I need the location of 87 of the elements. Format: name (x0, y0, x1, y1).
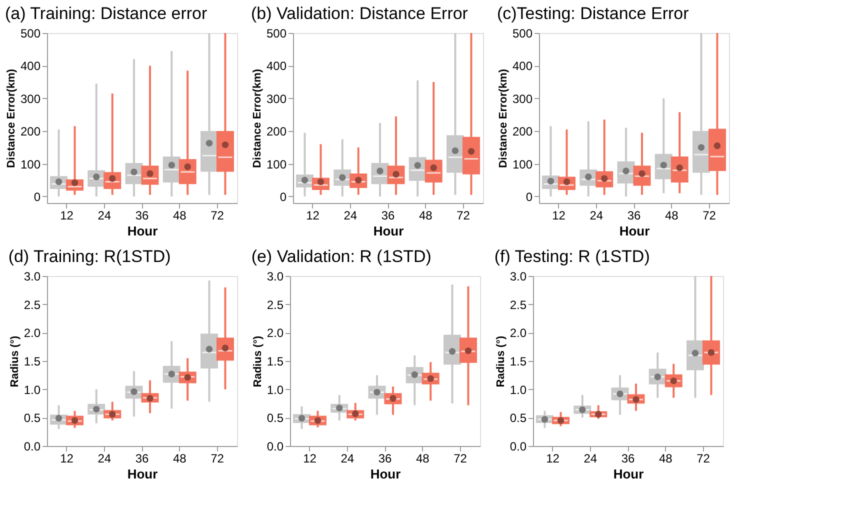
y-axis-title: Radius (°) (252, 335, 264, 388)
x-tick-label: 72 (456, 208, 470, 222)
y-tick-label: 400 (266, 59, 287, 74)
y-tick-label: 2.0 (266, 326, 284, 340)
y-tick-label: 3.0 (266, 270, 284, 284)
x-tick-label: 72 (696, 452, 710, 466)
y-tick-label: 500 (20, 26, 41, 40)
x-tick-label: 24 (584, 452, 598, 466)
x-tick-label: 12 (552, 208, 566, 222)
chart-title: (b) Validation: Distance Error (250, 4, 468, 23)
y-tick-label: 2.5 (24, 298, 41, 312)
x-tick-label: 48 (416, 452, 430, 466)
x-axis-title: Hour (613, 466, 644, 482)
y-tick-label: 2.0 (510, 326, 527, 340)
y-tick-label: 200 (266, 124, 287, 139)
y-axis-title: Distance Error(km) (497, 68, 510, 168)
y-tick-label: 2.5 (266, 298, 284, 312)
x-tick-label: 48 (658, 452, 673, 466)
x-tick-label: 36 (621, 452, 635, 466)
y-tick-label: 200 (512, 124, 533, 139)
x-tick-label: 72 (702, 208, 716, 222)
y-tick-label: 100 (266, 157, 287, 172)
y-tick-label: 100 (20, 157, 41, 172)
chart-title: (c)Testing: Distance Error (496, 4, 690, 23)
y-axis-title: Radius (°) (8, 335, 21, 388)
x-tick-label: 48 (418, 208, 433, 222)
x-tick-label: 12 (303, 452, 317, 466)
x-tick-label: 12 (546, 452, 560, 466)
chart-title: (f) Testing: R (1STD) (494, 247, 650, 266)
x-tick-label: 48 (664, 208, 679, 222)
y-axis-title: Distance Error(km) (251, 68, 264, 168)
y-tick-label: 0 (34, 190, 41, 204)
y-tick-label: 1.5 (510, 354, 527, 368)
x-tick-label: 48 (172, 208, 187, 222)
x-tick-label: 48 (172, 452, 187, 466)
y-tick-label: 400 (512, 59, 533, 74)
x-axis-title: Hour (127, 466, 158, 482)
y-tick-label: 1.5 (24, 354, 41, 368)
y-tick-label: 300 (20, 92, 41, 106)
y-tick-label: 3.0 (24, 270, 41, 284)
x-axis-title: Hour (370, 466, 401, 482)
y-tick-label: 0.5 (510, 411, 527, 426)
x-tick-label: 36 (135, 208, 149, 222)
x-tick-label: 12 (60, 208, 74, 222)
x-tick-label: 12 (306, 208, 320, 222)
y-tick-label: 0.0 (24, 440, 41, 454)
y-tick-label: 1.0 (24, 382, 41, 397)
x-tick-label: 24 (340, 452, 354, 466)
x-tick-label: 36 (627, 208, 641, 222)
y-tick-label: 2.0 (24, 326, 41, 340)
x-tick-label: 24 (98, 452, 112, 466)
y-tick-label: 0.5 (266, 411, 284, 426)
x-tick-label: 24 (344, 208, 358, 222)
y-tick-label: 500 (266, 26, 287, 40)
y-tick-label: 3.0 (510, 270, 527, 284)
x-tick-label: 36 (378, 452, 392, 466)
y-tick-label: 0.0 (510, 440, 527, 454)
y-tick-label: 500 (512, 26, 533, 40)
x-axis-title: Hour (373, 224, 404, 238)
y-tick-label: 0.0 (266, 440, 284, 454)
chart-title: (d) Training: R(1STD) (8, 247, 171, 266)
x-axis-title: Hour (619, 224, 650, 238)
y-tick-label: 1.0 (266, 382, 284, 397)
y-tick-label: 400 (20, 59, 41, 74)
x-tick-label: 72 (210, 208, 224, 222)
y-tick-label: 0 (280, 190, 287, 204)
y-tick-label: 200 (20, 124, 41, 139)
x-tick-label: 72 (210, 452, 224, 466)
y-tick-label: 100 (512, 157, 533, 172)
x-axis-title: Hour (127, 224, 158, 238)
y-tick-label: 0 (526, 190, 533, 204)
x-tick-label: 24 (98, 208, 112, 222)
chart-title: (a) Training: Distance error (4, 4, 208, 23)
y-tick-label: 2.5 (510, 298, 527, 312)
y-axis-title: Radius (°) (494, 335, 507, 388)
y-tick-label: 300 (512, 92, 533, 106)
chart-title: (e) Validation: R (1STD) (251, 247, 432, 266)
y-tick-label: 1.0 (510, 382, 527, 397)
y-tick-label: 0.5 (24, 411, 41, 426)
y-tick-label: 300 (266, 92, 287, 106)
x-tick-label: 72 (454, 452, 468, 466)
x-tick-label: 12 (60, 452, 74, 466)
x-tick-label: 36 (381, 208, 395, 222)
y-tick-label: 1.5 (266, 354, 284, 368)
x-tick-label: 24 (590, 208, 604, 222)
x-tick-label: 36 (135, 452, 149, 466)
y-axis-title: Distance Error(km) (5, 68, 18, 168)
